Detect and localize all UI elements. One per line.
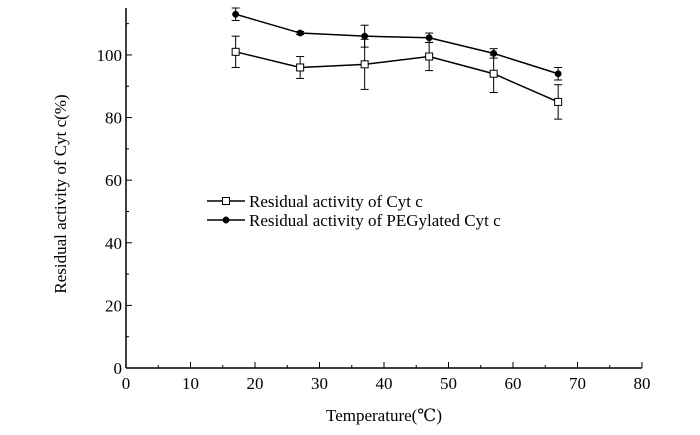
series-layer (231, 7, 563, 120)
x-tick-label: 10 (182, 374, 199, 393)
x-tick-label: 0 (122, 374, 131, 393)
data-point (361, 32, 369, 40)
x-tick-label: 40 (376, 374, 393, 393)
x-tick-label: 60 (505, 374, 522, 393)
data-point (489, 69, 498, 78)
legend-marker (222, 197, 230, 205)
x-tick-label: 80 (634, 374, 651, 393)
series-1 (231, 35, 563, 120)
data-point (232, 10, 240, 18)
legend-label: Residual activity of Cyt c (249, 192, 423, 211)
legend-marker (222, 216, 230, 224)
y-tick-label: 40 (105, 234, 122, 253)
y-axis-title: Residual activity of Cyt c(%) (51, 94, 70, 293)
y-tick-label: 60 (105, 171, 122, 190)
x-tick-label: 50 (440, 374, 457, 393)
series-line (235, 51, 559, 103)
x-tick-label: 30 (311, 374, 328, 393)
y-tick-label: 0 (114, 359, 123, 378)
x-axis-title: Temperature(℃) (326, 406, 442, 425)
y-tick-label: 80 (105, 109, 122, 128)
x-tick-label: 20 (247, 374, 264, 393)
data-point (231, 47, 240, 56)
legend-entry-2: Residual activity of PEGylated Cyt c (207, 211, 501, 230)
data-point (425, 52, 434, 61)
data-point (296, 29, 304, 37)
data-point (554, 70, 562, 78)
series-line (235, 13, 559, 75)
legend-entry-1: Residual activity of Cyt c (207, 192, 423, 211)
axes: 0 10 20 30 40 50 60 70 80 0 20 40 60 80 100 (97, 8, 651, 393)
data-point (425, 34, 433, 42)
x-tick-label: 70 (569, 374, 586, 393)
data-point (554, 97, 563, 106)
y-tick-label: 20 (105, 296, 122, 315)
data-point (490, 49, 498, 57)
legend-label: Residual activity of PEGylated Cyt c (249, 211, 501, 230)
data-point (360, 60, 369, 69)
y-tick-label: 100 (97, 46, 123, 65)
series-2 (231, 7, 563, 81)
data-point (296, 63, 305, 72)
